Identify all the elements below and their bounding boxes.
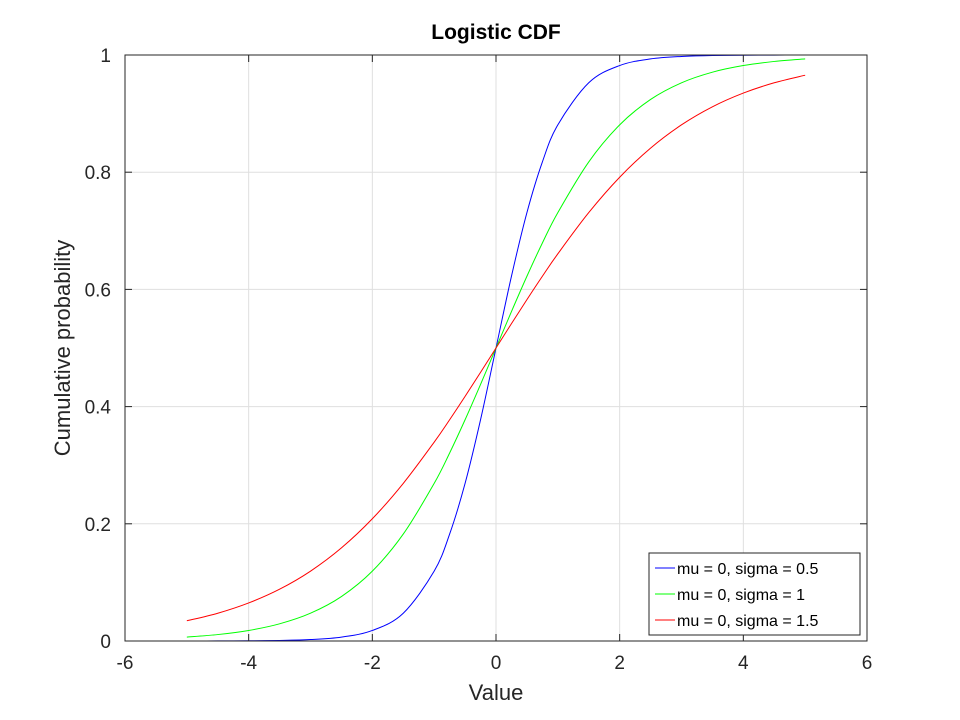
y-axis-label: Cumulative probability <box>50 240 75 456</box>
y-tick-label: 0.6 <box>85 280 111 301</box>
x-tick-label: -4 <box>240 653 257 674</box>
ticks <box>124 54 868 642</box>
x-tick-label: -6 <box>117 653 134 674</box>
legend-label-1: mu = 0, sigma = 0.5 <box>677 561 819 578</box>
x-tick-label: 4 <box>738 653 749 674</box>
x-tick-label: 6 <box>862 653 873 674</box>
chart-title: Logistic CDF <box>431 21 561 44</box>
x-tick-label: 2 <box>614 653 625 674</box>
y-tick-label: 0 <box>100 632 111 653</box>
legend: mu = 0, sigma = 0.5 mu = 0, sigma = 1 mu =… <box>648 552 861 636</box>
series-group <box>186 54 806 642</box>
x-tick-label: -2 <box>364 653 381 674</box>
y-tick-label: 0.4 <box>85 398 112 419</box>
y-tick-label: 0.2 <box>85 515 111 536</box>
series-line-3 <box>186 74 806 622</box>
y-tick-label: 0.8 <box>85 163 111 184</box>
y-tick-label: 1 <box>100 46 111 67</box>
tick-labels: -6 -4 -2 0 2 4 6 0 0.2 0.4 0.6 0.8 1 <box>85 46 873 674</box>
legend-box <box>648 552 861 636</box>
x-tick-label: 0 <box>491 653 502 674</box>
legend-label-3: mu = 0, sigma = 1.5 <box>677 613 819 630</box>
x-axis-label: Value <box>469 680 524 705</box>
legend-label-2: mu = 0, sigma = 1 <box>677 587 805 604</box>
